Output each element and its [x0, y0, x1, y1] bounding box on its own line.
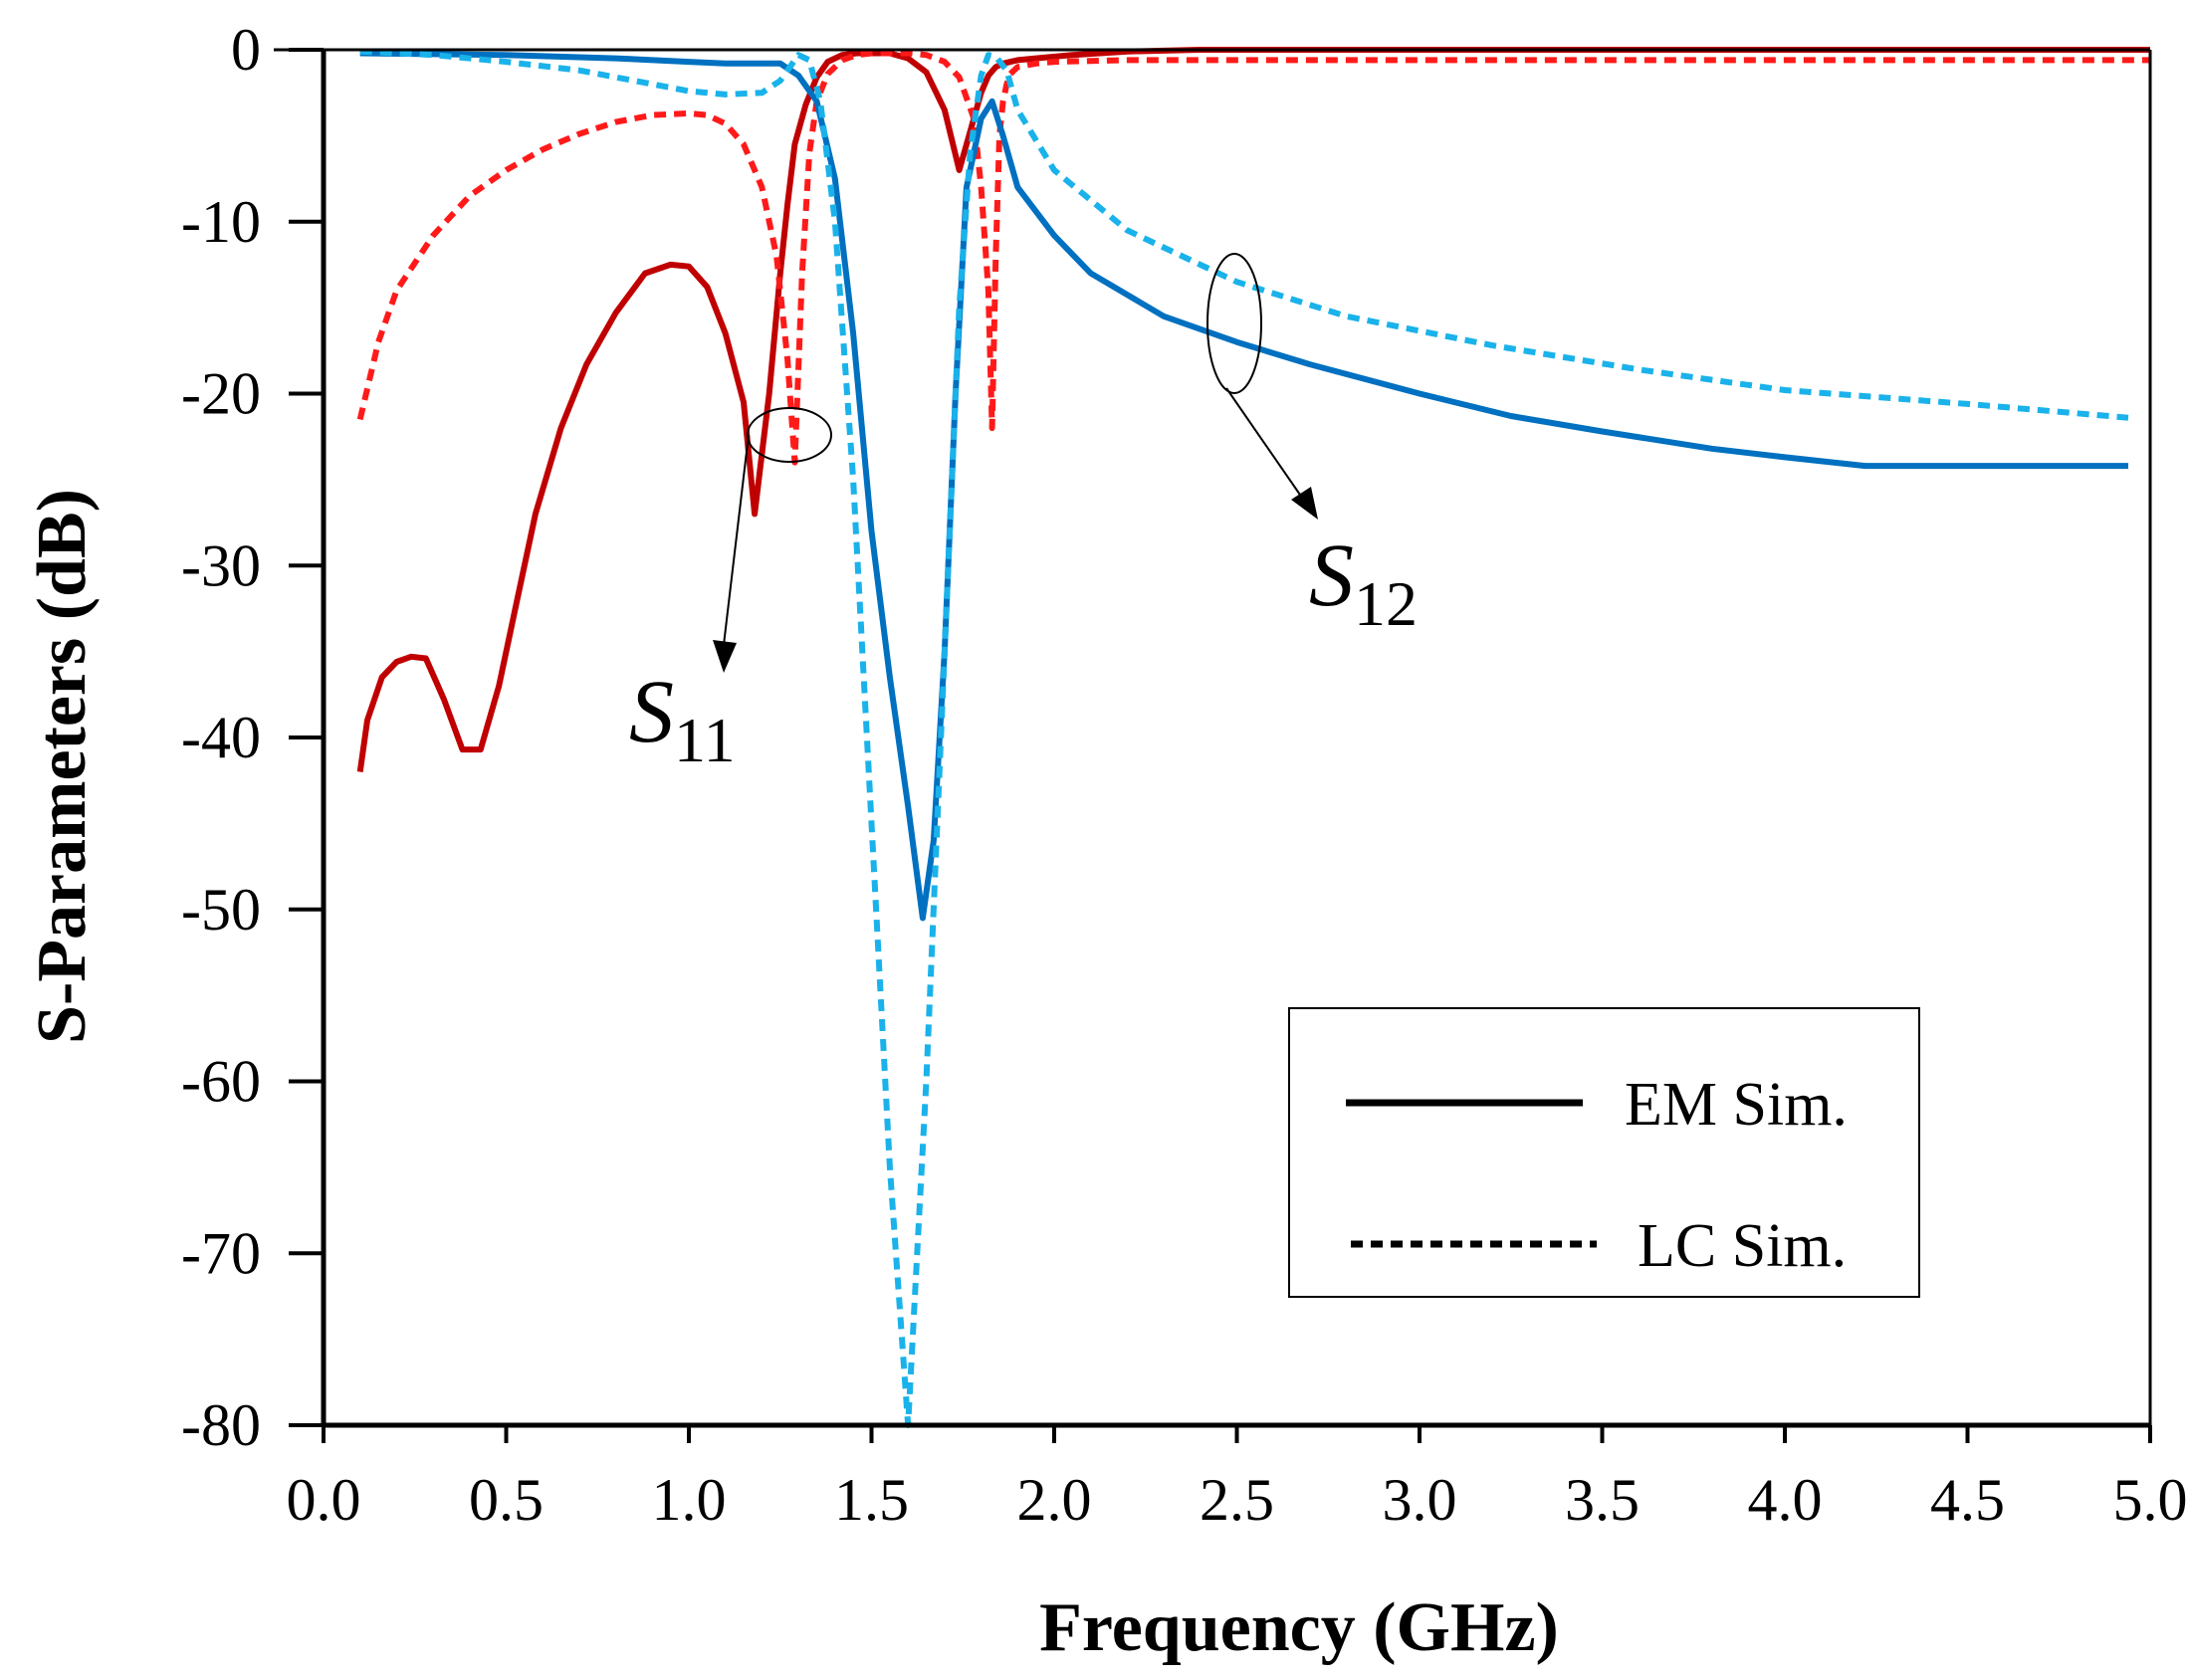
s11-label-sub: 11 [674, 705, 736, 775]
legend-lc-label: LC Sim. [1638, 1212, 1847, 1280]
x-axis-ticks: 0.0 0.5 1.0 1.5 2.0 2.5 3.0 3.5 4.0 4.5 5.0 [287, 1425, 2188, 1533]
y-axis-title: S-Parameters (dB) [24, 489, 101, 1044]
series-lines [356, 47, 2150, 1428]
y-tick-label: -60 [181, 1049, 261, 1115]
s11-label-main: S [629, 663, 674, 761]
legend-box [1288, 1007, 1920, 1298]
y-tick-label: -30 [181, 532, 261, 598]
s12-ellipse [1206, 253, 1262, 394]
x-tick-label: 0.0 [287, 1467, 361, 1533]
legend: EM Sim. LC Sim. [1288, 1007, 1920, 1298]
legend-em-label: EM Sim. [1625, 1071, 1848, 1139]
x-tick-label: 4.5 [1930, 1467, 2005, 1533]
y-tick-label: -20 [181, 361, 261, 427]
y-tick-label: -80 [181, 1392, 261, 1458]
x-tick-label: 3.0 [1383, 1467, 1457, 1533]
s11-label: S11 [629, 663, 736, 775]
s11-arrowhead-icon [713, 640, 737, 673]
x-axis-title: Frequency (GHz) [1039, 1589, 1559, 1666]
y-tick-label: 0 [231, 17, 261, 83]
x-tick-label: 2.5 [1200, 1467, 1274, 1533]
y-tick-label: -10 [181, 189, 261, 255]
x-tick-label: 4.0 [1748, 1467, 1823, 1533]
y-tick-label: -40 [181, 705, 261, 770]
y-tick-label: -70 [181, 1220, 261, 1286]
series-line-s11-lc-sim [356, 50, 2150, 466]
x-tick-label: 5.0 [2113, 1467, 2188, 1533]
y-tick-label: -50 [181, 877, 261, 943]
x-tick-label: 3.5 [1565, 1467, 1640, 1533]
s12-arrow-line [1225, 387, 1303, 499]
x-tick-label: 2.0 [1017, 1467, 1092, 1533]
s12-label: S12 [1309, 526, 1418, 639]
y-axis-ticks: 0 -10 -20 -30 -40 -50 -60 -70 -80 [181, 17, 324, 1458]
series-line-s11-em-sim [356, 47, 2150, 773]
series-line-s12-em-sim [359, 50, 2128, 922]
series-line-s12-lc-sim [359, 48, 2129, 1428]
s12-label-main: S [1309, 526, 1354, 625]
s11-arrow-line [723, 434, 750, 646]
s12-label-sub: 12 [1354, 568, 1418, 639]
annotations: S11 S12 [629, 253, 1418, 775]
x-tick-label: 0.5 [469, 1467, 544, 1533]
x-tick-label: 1.0 [652, 1467, 727, 1533]
x-tick-label: 1.5 [834, 1467, 909, 1533]
s12-arrowhead-icon [1291, 487, 1318, 520]
